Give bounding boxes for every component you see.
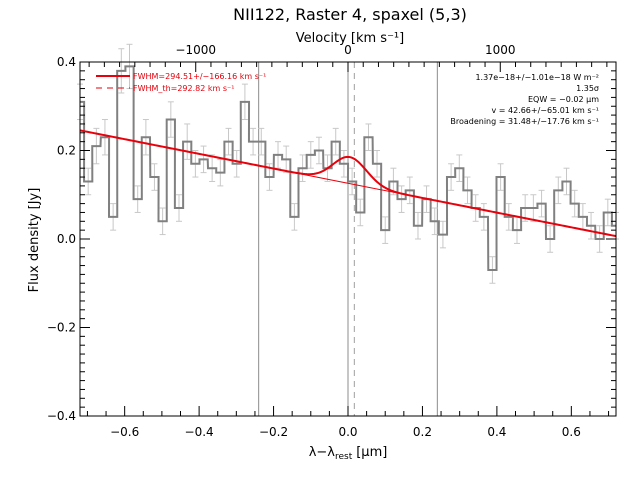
x-tick-label: 0.2 — [413, 425, 432, 439]
annotation-significance: 1.35σ — [576, 84, 599, 93]
legend: FWHM=294.51+/−166.16 km s⁻¹ FWHM_th=292.… — [96, 72, 266, 93]
axes — [79, 61, 617, 417]
reference-lines — [258, 62, 438, 416]
velocity-axis-label: Velocity [km s⁻¹] — [296, 31, 404, 46]
annotation-broadening: Broadening = 31.48+/−17.76 km s⁻¹ — [450, 117, 599, 126]
x-axis-label-main: λ−λ — [309, 445, 336, 460]
x-axis-label-unit: [μm] — [356, 445, 387, 460]
velocity-tick-label: 1000 — [485, 43, 516, 57]
tick-labels: −0.6 −0.4 −0.2 0.0 0.2 0.4 0.6 −1000 0 1000 −0.4 −0… — [47, 43, 581, 439]
spectrum-line — [80, 65, 616, 271]
x-tick-label: 0.4 — [487, 425, 506, 439]
y-tick-label: 0.2 — [57, 144, 76, 158]
annotation-velocity: v = 42.66+/−65.01 km s⁻¹ — [491, 106, 599, 115]
y-tick-label: 0.0 — [57, 232, 76, 246]
legend-entry-fwhm-th: FWHM_th=292.82 km s⁻¹ — [133, 84, 234, 93]
velocity-tick-label: 0 — [344, 43, 352, 57]
velocity-tick-label: −1000 — [175, 43, 216, 57]
x-tick-label: −0.2 — [259, 425, 288, 439]
y-axis-label: Flux density [Jy] — [27, 188, 42, 293]
x-tick-label: 0.6 — [562, 425, 581, 439]
y-tick-label: −0.2 — [47, 321, 76, 335]
x-tick-label: 0.0 — [338, 425, 357, 439]
x-axis-label: λ−λrest [μm] — [309, 445, 388, 462]
chart-title: NII122, Raster 4, spaxel (5,3) — [233, 5, 467, 24]
y-tick-label: −0.4 — [47, 409, 76, 423]
legend-entry-fwhm: FWHM=294.51+/−166.16 km s⁻¹ — [133, 72, 266, 81]
fit-series — [79, 129, 617, 238]
gaussian-fit-line — [79, 129, 617, 238]
x-axis-label-subscript: rest — [335, 452, 353, 462]
annotation-eqw: EQW = −0.02 μm — [528, 95, 599, 104]
spectrum-series — [80, 65, 616, 271]
fit-annotations: 1.37e−18+/−1.01e−18 W m⁻² 1.35σ EQW = −0… — [450, 73, 599, 126]
x-tick-label: −0.4 — [185, 425, 214, 439]
y-tick-label: 0.4 — [57, 55, 76, 69]
x-tick-label: −0.6 — [110, 425, 139, 439]
annotation-line-flux: 1.37e−18+/−1.01e−18 W m⁻² — [475, 73, 599, 82]
